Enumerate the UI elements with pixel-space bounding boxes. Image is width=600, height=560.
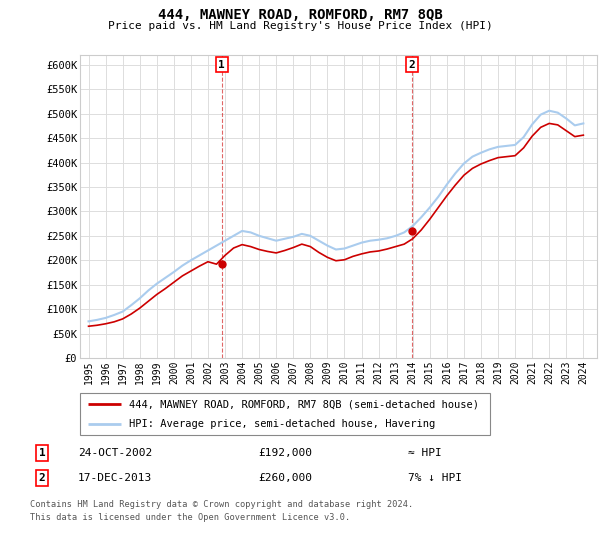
Text: £192,000: £192,000 xyxy=(258,448,312,458)
FancyBboxPatch shape xyxy=(80,393,490,435)
Text: 1: 1 xyxy=(218,59,225,69)
Text: Contains HM Land Registry data © Crown copyright and database right 2024.: Contains HM Land Registry data © Crown c… xyxy=(30,500,413,509)
Text: 2: 2 xyxy=(38,473,46,483)
Text: 24-OCT-2002: 24-OCT-2002 xyxy=(78,448,152,458)
Text: 1: 1 xyxy=(38,448,46,458)
Text: 2: 2 xyxy=(409,59,415,69)
Text: HPI: Average price, semi-detached house, Havering: HPI: Average price, semi-detached house,… xyxy=(129,419,436,428)
Text: £260,000: £260,000 xyxy=(258,473,312,483)
Text: 444, MAWNEY ROAD, ROMFORD, RM7 8QB (semi-detached house): 444, MAWNEY ROAD, ROMFORD, RM7 8QB (semi… xyxy=(129,399,479,409)
Text: ≈ HPI: ≈ HPI xyxy=(408,448,442,458)
Text: 17-DEC-2013: 17-DEC-2013 xyxy=(78,473,152,483)
Text: Price paid vs. HM Land Registry's House Price Index (HPI): Price paid vs. HM Land Registry's House … xyxy=(107,21,493,31)
Text: 444, MAWNEY ROAD, ROMFORD, RM7 8QB: 444, MAWNEY ROAD, ROMFORD, RM7 8QB xyxy=(158,8,442,22)
Text: This data is licensed under the Open Government Licence v3.0.: This data is licensed under the Open Gov… xyxy=(30,513,350,522)
Text: 7% ↓ HPI: 7% ↓ HPI xyxy=(408,473,462,483)
